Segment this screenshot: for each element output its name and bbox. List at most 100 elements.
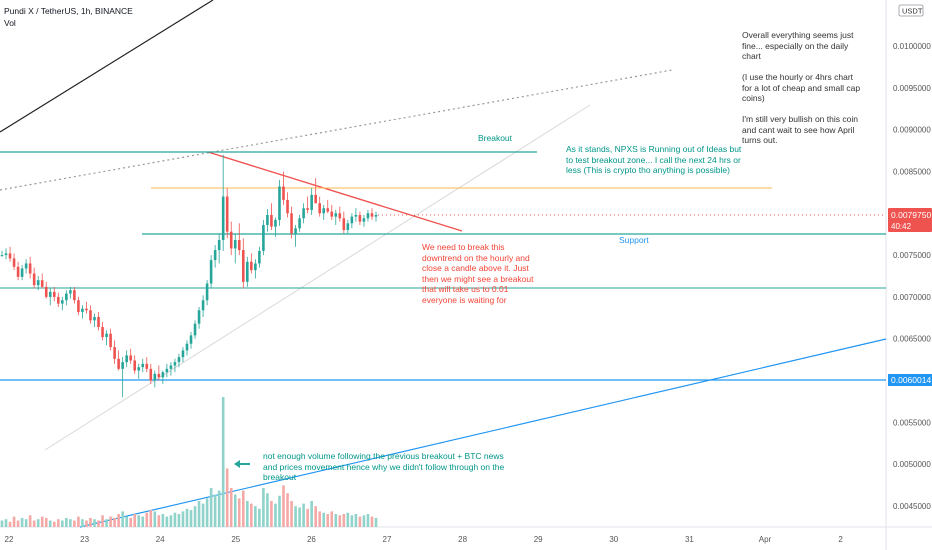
candle-body xyxy=(141,363,145,368)
candle-body xyxy=(117,358,120,369)
candle-body xyxy=(28,263,32,274)
volume-bar xyxy=(153,511,157,527)
candle xyxy=(350,213,354,229)
candle-body xyxy=(137,367,141,371)
horizontal-levels-layer xyxy=(0,151,886,381)
candle-body xyxy=(326,208,330,212)
volume-bar xyxy=(101,515,104,527)
candle xyxy=(97,311,100,331)
candle-body xyxy=(113,347,116,359)
volume-bar xyxy=(16,520,20,527)
volume-bar xyxy=(12,516,16,527)
candle xyxy=(258,246,261,268)
volume-bar xyxy=(229,488,233,527)
candle xyxy=(4,248,8,260)
candle-body xyxy=(44,286,48,297)
candle xyxy=(197,306,201,329)
time-tick-label: 25 xyxy=(231,535,240,544)
price-tick-label: 0.0095000 xyxy=(893,84,931,93)
volume-bar xyxy=(89,517,92,527)
candle xyxy=(286,192,289,218)
candle xyxy=(149,363,153,384)
candle xyxy=(36,276,40,291)
volume-bar xyxy=(4,519,8,527)
candles-layer xyxy=(0,154,378,398)
volume-bar xyxy=(48,520,52,527)
volume-bar xyxy=(73,520,76,527)
candle-body xyxy=(322,208,326,214)
candle xyxy=(370,208,374,220)
candle-body xyxy=(24,263,28,269)
volume-bar xyxy=(294,506,297,527)
candle-body xyxy=(185,343,189,351)
volume-bar xyxy=(326,514,330,527)
candle xyxy=(133,355,137,374)
candle-body xyxy=(65,293,68,301)
candle xyxy=(262,219,265,256)
candle-body xyxy=(16,266,20,277)
volume-indicator-label[interactable]: Vol xyxy=(4,18,16,28)
volume-bar xyxy=(20,517,24,527)
volume-bar xyxy=(334,514,338,527)
volume-bar xyxy=(61,520,64,527)
currency-badge[interactable]: USDT xyxy=(898,4,924,17)
candle-body xyxy=(250,261,253,271)
volume-bars-layer xyxy=(0,397,378,527)
volume-bar xyxy=(318,511,321,527)
candle xyxy=(254,259,257,279)
candle-body xyxy=(302,208,305,219)
breakout-label[interactable]: Breakout xyxy=(478,133,513,143)
candle xyxy=(165,363,169,378)
volume-note[interactable]: not enough volume following the previous… xyxy=(263,451,505,482)
candle-body xyxy=(169,365,173,369)
time-tick-label: 31 xyxy=(685,535,694,544)
candle-body xyxy=(32,273,36,286)
support-label[interactable]: Support xyxy=(619,235,649,245)
candle-body xyxy=(274,219,277,227)
volume-bar xyxy=(113,517,116,527)
candle-body xyxy=(109,333,112,348)
volume-bar xyxy=(330,511,334,527)
candle xyxy=(101,322,104,341)
candle xyxy=(322,204,326,220)
volume-bar xyxy=(117,514,120,527)
candle xyxy=(225,188,229,239)
candle xyxy=(48,288,52,306)
time-tick-label: Apr xyxy=(759,535,772,544)
dotted-trendline[interactable] xyxy=(0,69,673,191)
candle xyxy=(189,332,193,349)
candle xyxy=(44,281,48,299)
candle-body xyxy=(374,214,378,217)
candle xyxy=(65,290,68,306)
volume-bar xyxy=(250,503,253,527)
volume-bar xyxy=(306,508,309,527)
candle-body xyxy=(213,250,217,261)
volume-bar xyxy=(105,519,108,527)
volume-bar xyxy=(338,515,342,527)
candle xyxy=(246,256,249,287)
volume-bar xyxy=(36,519,40,527)
symbol-title[interactable]: Pundi X / TetherUS, 1h, BINANCE xyxy=(4,6,133,16)
volume-bar xyxy=(362,515,366,527)
top-right-note[interactable]: Overall everything seems just fine... es… xyxy=(742,30,864,146)
time-axis[interactable]: 22 23 24 25 26 27 28 29 30 31 Apr 2 xyxy=(5,535,844,544)
candle-body xyxy=(201,300,205,311)
volume-bar xyxy=(246,501,249,527)
red-note[interactable]: We need to break this downtrend on the h… xyxy=(422,242,534,305)
candle xyxy=(69,286,72,299)
arrow-left-icon xyxy=(234,460,250,468)
plot-area[interactable] xyxy=(0,0,886,527)
faint-trendline[interactable] xyxy=(44,104,591,451)
candle xyxy=(52,286,56,302)
volume-bar xyxy=(149,510,153,527)
teal-note[interactable]: As it stands, NPXS is Running out of Ide… xyxy=(566,144,742,175)
downtrend-line[interactable] xyxy=(207,151,463,232)
volume-bar xyxy=(133,514,137,527)
price-axis[interactable]: 0.00450000.00500000.00550000.00600000.00… xyxy=(893,42,931,511)
steep-trendline[interactable] xyxy=(0,0,214,133)
candle xyxy=(346,219,350,234)
candle-body xyxy=(362,218,366,222)
candle xyxy=(12,253,16,271)
candle-body xyxy=(217,240,221,251)
